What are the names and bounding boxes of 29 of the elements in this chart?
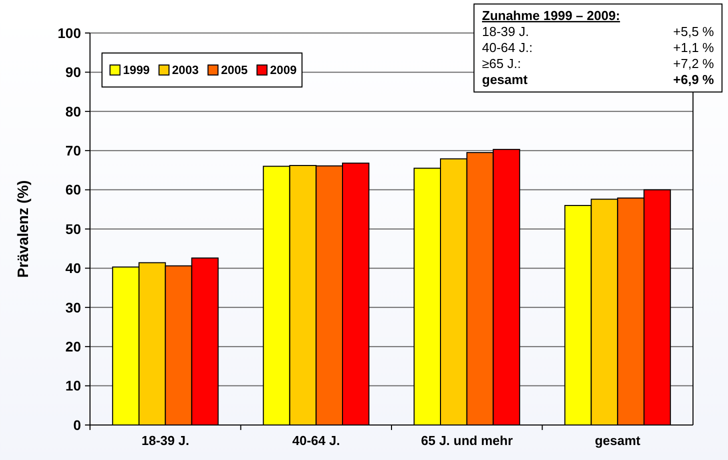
text: Zunahme 1999 – 2009: [482, 8, 620, 23]
legend-label: 2003 [172, 63, 200, 78]
y-tick-label: 0 [73, 416, 82, 433]
y-tick-label: 10 [65, 378, 82, 394]
y-tick-label: 40 [65, 260, 82, 276]
x-tick-label: gesamt [594, 433, 642, 448]
x-tick-label: 65 J. und mehr [421, 433, 513, 448]
legend-label: 2005 [221, 63, 248, 78]
legend-label: 2009 [270, 63, 298, 78]
annotation: +6,9 % [673, 72, 714, 87]
legend-label: 1999 [123, 63, 150, 78]
annotation: 40-64 J.: [482, 40, 533, 55]
annotation: ≥65 J.: [482, 56, 521, 71]
x-tick-label: 18-39 J. [142, 433, 190, 448]
y-tick-label: 20 [65, 338, 82, 354]
y-tick-label: 30 [65, 299, 82, 316]
y-axis-title: Prävalenz (%) [15, 180, 32, 278]
y-tick-label: 70 [65, 142, 82, 158]
y-tick-label: 60 [65, 182, 82, 198]
annotation: 18-39 J. [482, 24, 529, 39]
annotation: +1,1 % [673, 40, 714, 55]
y-tick-label: 100 [58, 24, 82, 41]
y-tick-label: 50 [65, 220, 82, 237]
y-tick-label: 90 [65, 64, 82, 80]
x-tick-label: 40-64 J. [292, 433, 340, 448]
annotation: +7,2 % [673, 56, 714, 71]
annotation: gesamt [482, 72, 528, 87]
y-tick-label: 80 [65, 103, 82, 120]
annotation: +5,5 % [673, 24, 714, 39]
